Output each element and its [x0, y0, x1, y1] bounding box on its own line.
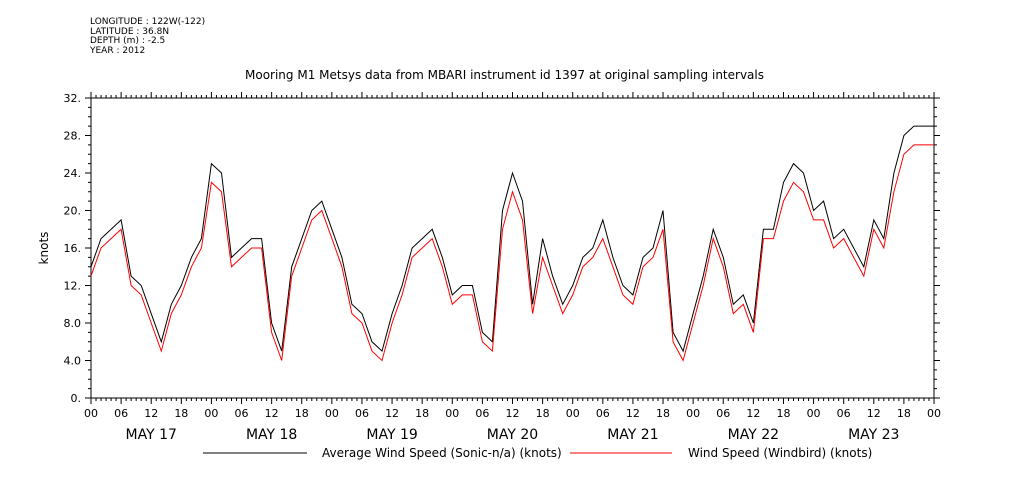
x-hour-label: 06: [114, 407, 128, 420]
x-day-label: MAY 18: [246, 427, 297, 443]
meta-latitude: LATITUDE : 36.8N: [90, 26, 170, 37]
x-hour-label: 18: [656, 407, 670, 420]
x-hour-label: 12: [144, 407, 158, 420]
y-tick-label: 8.0: [64, 317, 82, 330]
y-tick-label: 4.0: [64, 355, 82, 368]
y-tick-label: 0.: [71, 392, 82, 405]
x-hour-label: 12: [746, 407, 760, 420]
x-hour-label: 06: [355, 407, 369, 420]
x-hour-label: 00: [204, 407, 218, 420]
x-hour-label: 18: [415, 407, 429, 420]
series-line-average-wind-speed: [90, 125, 934, 353]
y-tick-label: 24.: [64, 167, 82, 180]
x-hour-label: 12: [867, 407, 881, 420]
x-hour-label: 06: [837, 407, 851, 420]
legend-label-windbird-wind-speed: Wind Speed (Windbird) (knots): [688, 446, 872, 460]
x-hour-label: 00: [686, 407, 700, 420]
y-tick-label: 12.: [64, 280, 82, 293]
x-hour-label: 00: [927, 407, 941, 420]
x-day-label: MAY 23: [848, 427, 899, 443]
meta-year: YEAR : 2012: [90, 45, 146, 56]
x-day-label: MAY 22: [728, 427, 779, 443]
y-tick-label: 28.: [64, 130, 82, 143]
x-hour-label: 06: [716, 407, 730, 420]
x-hour-label: 18: [897, 407, 911, 420]
x-hour-label: 18: [776, 407, 790, 420]
x-hour-label: 00: [84, 407, 98, 420]
x-hour-label: 00: [325, 407, 339, 420]
x-hour-label: 12: [626, 407, 640, 420]
x-hour-label: 06: [475, 407, 489, 420]
x-hour-label: 00: [445, 407, 459, 420]
meta-depth: DEPTH (m) : -2.5: [90, 36, 166, 47]
x-day-label: MAY 21: [607, 427, 658, 443]
legend-label-average-wind-speed: Average Wind Speed (Sonic-n/a) (knots): [322, 446, 562, 460]
x-hour-label: 12: [385, 407, 399, 420]
y-tick-label: 16.: [64, 242, 82, 255]
x-day-label: MAY 19: [366, 427, 417, 443]
x-hour-label: 00: [807, 407, 821, 420]
x-day-label: MAY 20: [487, 427, 538, 443]
x-hour-label: 06: [235, 407, 249, 420]
series-line-windbird-wind-speed: [90, 144, 934, 362]
meta-longitude: LONGITUDE : 122W(-122): [90, 17, 206, 27]
chart-title: Mooring M1 Metsys data from MBARI instru…: [245, 68, 764, 82]
y-tick-label: 20.: [64, 205, 82, 218]
y-axis-label: knots: [37, 232, 51, 265]
x-hour-label: 18: [536, 407, 550, 420]
x-hour-label: 00: [566, 407, 580, 420]
x-hour-label: 12: [506, 407, 520, 420]
x-day-label: MAY 17: [126, 427, 177, 443]
x-hour-label: 12: [265, 407, 279, 420]
plot-frame: [90, 97, 935, 399]
x-hour-label: 06: [596, 407, 610, 420]
x-hour-label: 18: [174, 407, 188, 420]
station-metadata: LONGITUDE : 122W(-122) LATITUDE : 36.8N …: [90, 17, 206, 56]
x-hour-label: 18: [295, 407, 309, 420]
y-tick-label: 32.: [64, 92, 82, 105]
